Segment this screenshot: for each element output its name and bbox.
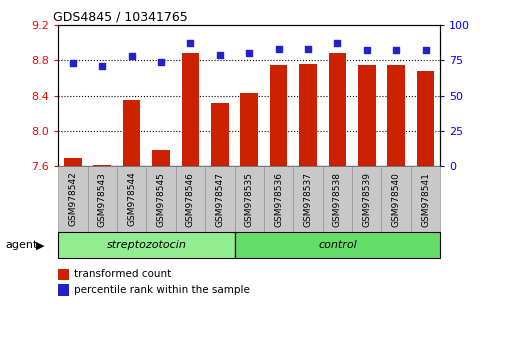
- Bar: [416, 71, 433, 166]
- Text: GSM978544: GSM978544: [127, 172, 136, 227]
- Text: GSM978546: GSM978546: [185, 172, 194, 227]
- Text: GSM978540: GSM978540: [391, 172, 400, 227]
- Bar: [152, 150, 170, 166]
- Point: [421, 47, 429, 53]
- Text: GSM978542: GSM978542: [68, 172, 77, 227]
- Point: [157, 59, 165, 64]
- Text: ▶: ▶: [36, 240, 45, 250]
- Bar: [93, 165, 111, 166]
- Bar: [298, 64, 316, 166]
- Text: control: control: [317, 240, 356, 250]
- Point: [362, 47, 370, 53]
- Text: transformed count: transformed count: [74, 269, 171, 279]
- Point: [69, 60, 77, 66]
- Text: GSM978545: GSM978545: [156, 172, 165, 227]
- Point: [333, 40, 341, 46]
- Text: GDS4845 / 10341765: GDS4845 / 10341765: [53, 11, 187, 24]
- Bar: [181, 53, 199, 166]
- Text: GSM978541: GSM978541: [420, 172, 429, 227]
- Bar: [357, 65, 375, 166]
- Text: GSM978539: GSM978539: [362, 172, 371, 227]
- Bar: [123, 100, 140, 166]
- Text: GSM978536: GSM978536: [274, 172, 282, 227]
- Text: GSM978537: GSM978537: [303, 172, 312, 227]
- Text: percentile rank within the sample: percentile rank within the sample: [74, 285, 250, 295]
- Text: GSM978535: GSM978535: [244, 172, 253, 227]
- Bar: [211, 103, 228, 166]
- Bar: [240, 93, 258, 166]
- Point: [245, 50, 253, 56]
- Bar: [328, 53, 345, 166]
- Point: [186, 40, 194, 46]
- Point: [127, 53, 135, 59]
- Text: streptozotocin: streptozotocin: [106, 240, 186, 250]
- Text: agent: agent: [5, 240, 37, 250]
- Bar: [269, 64, 287, 166]
- Point: [215, 52, 223, 57]
- Point: [304, 46, 312, 52]
- Text: GSM978538: GSM978538: [332, 172, 341, 227]
- Bar: [386, 65, 404, 166]
- Text: GSM978547: GSM978547: [215, 172, 224, 227]
- Bar: [64, 158, 81, 166]
- Point: [274, 46, 282, 52]
- Point: [98, 63, 106, 69]
- Point: [391, 47, 399, 53]
- Text: GSM978543: GSM978543: [97, 172, 107, 227]
